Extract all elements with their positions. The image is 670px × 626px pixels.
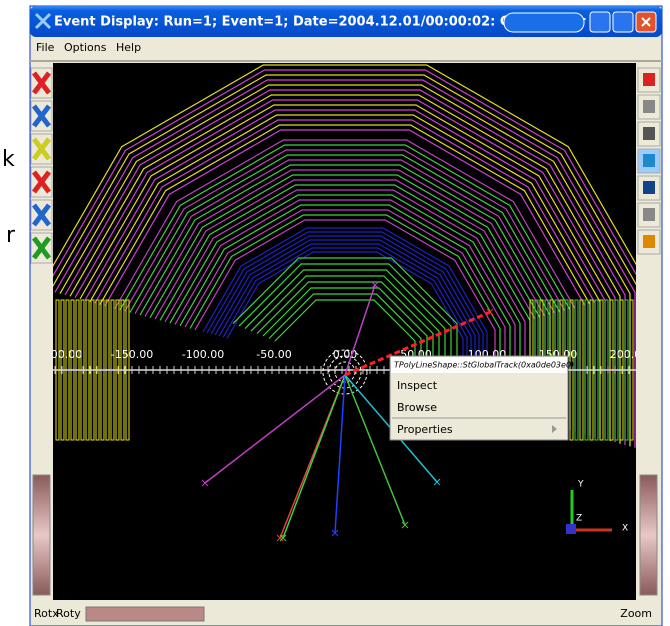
track-end <box>276 534 284 542</box>
context-menu-title: TPolyLineShape::StGlobalTrack(0xa0de03e0… <box>394 361 574 370</box>
track <box>344 310 491 377</box>
tool-icon <box>643 208 655 221</box>
axis-label: -50.00 <box>256 348 291 361</box>
track-end <box>279 534 287 542</box>
context-menu-item[interactable]: Inspect <box>397 379 438 392</box>
detector-layer <box>53 64 636 267</box>
status-label: Zoom <box>620 607 652 620</box>
detector-layer <box>179 204 511 415</box>
viewer-canvas <box>53 63 636 600</box>
detector-layer <box>218 243 472 404</box>
roty-slider[interactable] <box>85 606 205 622</box>
status-label: Roty <box>56 607 81 620</box>
tool-icon <box>32 104 51 128</box>
app-icon <box>34 12 52 30</box>
detector-layer <box>184 209 506 413</box>
left-slider[interactable] <box>32 474 51 596</box>
detector-layer <box>222 247 468 403</box>
detector-layer <box>194 219 496 411</box>
background-text: k <box>2 147 15 172</box>
axis-letter: Z <box>576 514 582 524</box>
detector-layer <box>210 235 480 406</box>
menu-item[interactable]: File <box>36 41 55 54</box>
detector-layer <box>69 94 621 444</box>
detector-layer <box>174 199 516 416</box>
track <box>282 374 346 539</box>
axis-label: -150.00 <box>111 348 153 361</box>
submenu-arrow <box>552 425 557 433</box>
menu-item[interactable]: Help <box>116 41 141 54</box>
separator <box>30 60 662 62</box>
detector-layer <box>53 69 636 277</box>
menu-item[interactable]: Options <box>64 41 107 54</box>
tool-icon <box>32 203 51 227</box>
detector-layer <box>64 89 626 445</box>
tool-icon <box>643 154 655 167</box>
detector-layer <box>214 239 476 405</box>
detector-layer <box>79 104 611 441</box>
detector-layer <box>164 189 526 419</box>
detector-layer <box>74 99 616 443</box>
tool-icon <box>32 71 51 95</box>
detector-layer <box>169 194 521 417</box>
right-slider[interactable] <box>639 474 658 596</box>
detector-layer <box>54 79 636 448</box>
tool-icon <box>643 100 655 113</box>
track-end <box>401 521 409 529</box>
maximize-button[interactable] <box>612 11 634 33</box>
track <box>334 374 346 534</box>
tray <box>503 12 585 33</box>
axis-letter: Y <box>577 480 584 490</box>
title-bar <box>30 6 662 37</box>
axis-label: 200.00 <box>610 348 649 361</box>
track-end <box>486 308 494 316</box>
tool-icon <box>32 170 51 194</box>
window-title: Event Display: Run=1; Event=1; Date=2004… <box>54 15 586 30</box>
track <box>344 284 376 376</box>
track <box>344 374 406 526</box>
detector-layer <box>59 84 631 447</box>
axis-label: -200.00 <box>40 348 82 361</box>
tool-icon <box>643 181 655 194</box>
track-end <box>331 529 339 537</box>
track-end <box>201 479 209 487</box>
close-icon <box>641 17 651 27</box>
track-end <box>371 281 379 289</box>
track-end <box>433 478 441 486</box>
detector-layer <box>232 257 458 417</box>
vertex-ring <box>328 355 362 389</box>
axis-label: -100.00 <box>182 348 224 361</box>
tool-icon <box>643 73 655 86</box>
track <box>204 374 346 484</box>
context-menu-item[interactable]: Browse <box>397 401 437 414</box>
detector-layer <box>226 251 464 402</box>
detector-layer <box>53 74 636 287</box>
context-menu-item[interactable]: Properties <box>397 423 453 436</box>
axis-letter: X <box>622 524 628 534</box>
detector-layer <box>206 231 484 407</box>
detector-layer <box>238 263 452 414</box>
minimize-button[interactable] <box>589 11 611 33</box>
tool-icon <box>32 236 51 260</box>
background-text: r <box>6 223 16 248</box>
tool-icon <box>32 137 51 161</box>
context-menu-header <box>391 357 567 373</box>
detector-layer <box>189 214 501 412</box>
detector-layer <box>202 227 488 408</box>
tool-icon <box>643 127 655 140</box>
status-label: Rotx <box>34 607 59 620</box>
vertex-ring <box>322 349 368 395</box>
axis-z <box>566 524 576 534</box>
tool-icon <box>643 235 655 248</box>
